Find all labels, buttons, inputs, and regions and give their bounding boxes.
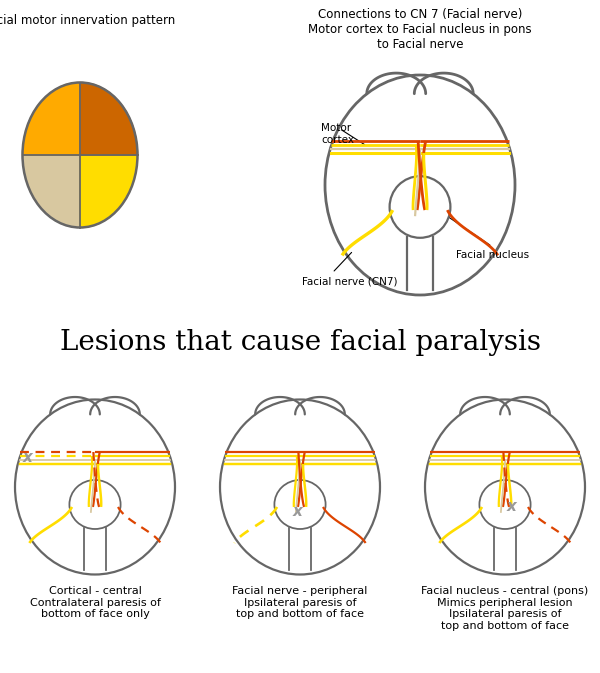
- Text: Facial nerve (CN7): Facial nerve (CN7): [302, 276, 398, 286]
- Text: Facial nerve - peripheral
Ipsilateral paresis of
top and bottom of face: Facial nerve - peripheral Ipsilateral pa…: [232, 586, 368, 619]
- Polygon shape: [23, 83, 80, 155]
- Ellipse shape: [274, 480, 326, 529]
- Polygon shape: [80, 83, 137, 155]
- Ellipse shape: [425, 400, 585, 575]
- Ellipse shape: [15, 400, 175, 575]
- Text: Lesions that cause facial paralysis: Lesions that cause facial paralysis: [59, 328, 541, 355]
- Ellipse shape: [70, 480, 121, 529]
- Ellipse shape: [389, 176, 451, 238]
- Polygon shape: [23, 155, 80, 227]
- Text: Cortical - central
Contralateral paresis of
bottom of face only: Cortical - central Contralateral paresis…: [29, 586, 160, 619]
- Text: Facial nucleus - central (pons)
Mimics peripheral lesion
Ipsilateral paresis of
: Facial nucleus - central (pons) Mimics p…: [421, 586, 589, 631]
- Ellipse shape: [220, 400, 380, 575]
- Ellipse shape: [325, 75, 515, 295]
- Text: x: x: [506, 499, 516, 514]
- Polygon shape: [80, 155, 137, 227]
- Text: Connections to CN 7 (Facial nerve)
Motor cortex to Facial nucleus in pons
to Fac: Connections to CN 7 (Facial nerve) Motor…: [308, 8, 532, 51]
- Text: x: x: [23, 450, 33, 466]
- Text: Facial nucleus: Facial nucleus: [455, 250, 529, 260]
- Text: x: x: [293, 504, 302, 520]
- Ellipse shape: [479, 480, 530, 529]
- Text: Motor
cortex: Motor cortex: [321, 123, 354, 145]
- Text: Facial motor innervation pattern: Facial motor innervation pattern: [0, 14, 176, 27]
